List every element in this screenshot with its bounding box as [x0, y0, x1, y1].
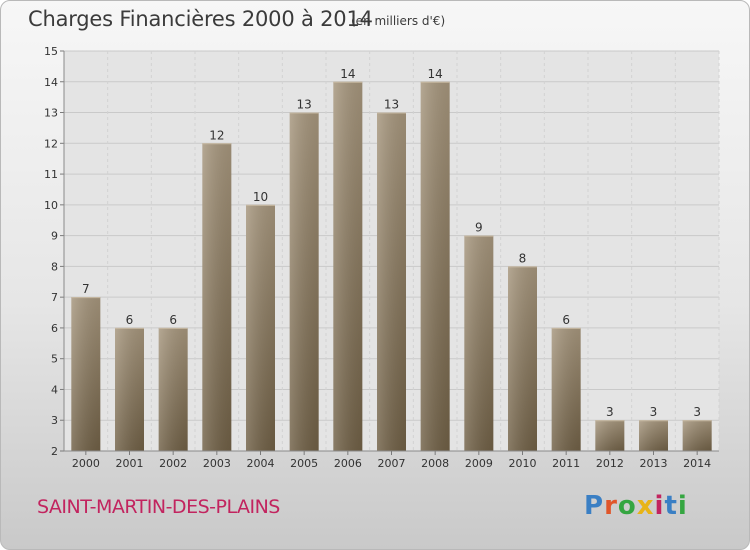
bar-value-label: 14 — [340, 67, 355, 81]
logo-letter: i — [654, 491, 665, 521]
axis-layer: 2 3 4 5 6 7 8 9 10 11 12 13 14 15 2000 2001 2002 2003 2004… — [44, 45, 719, 470]
bar-shade-2002 — [158, 327, 188, 451]
bar-value-label: 14 — [428, 67, 443, 81]
logo-letter: P — [584, 491, 605, 521]
bar-shade-2012 — [595, 420, 625, 451]
chart-subtitle: (en milliers d'€) — [351, 14, 446, 28]
bar-value-label: 13 — [384, 98, 399, 112]
y-tick-label: 14 — [44, 76, 58, 89]
x-tick-label: 2010 — [509, 457, 537, 470]
x-tick-label: 2008 — [421, 457, 449, 470]
x-tick-label: 2002 — [159, 457, 187, 470]
bar-shade-2001 — [115, 327, 144, 451]
x-tick-label: 2003 — [203, 457, 231, 470]
bar-shade-2014 — [682, 420, 712, 451]
bars-layer: 7 6 6 12 10 13 14 13 14 9 8 6 3 3 3 — [71, 67, 712, 452]
bar-shade-2010 — [508, 266, 537, 451]
bar-shade-2003 — [202, 143, 232, 452]
x-tick-label: 2009 — [465, 457, 493, 470]
y-tick-label: 15 — [44, 45, 58, 58]
bar-value-label: 3 — [650, 405, 658, 419]
y-tick-label: 4 — [51, 383, 58, 396]
bar-value-label: 8 — [519, 251, 527, 265]
bar-shade-2004 — [246, 204, 275, 451]
bar-shade-2008 — [420, 81, 450, 452]
bar-value-label: 7 — [82, 282, 90, 296]
bar-value-label: 12 — [209, 128, 224, 142]
logo-letter: t — [664, 491, 678, 521]
y-tick-label: 3 — [51, 414, 58, 427]
bar-shade-2000 — [71, 297, 101, 451]
x-tick-label: 2001 — [116, 457, 144, 470]
y-tick-label: 8 — [51, 260, 58, 273]
bar-value-label: 6 — [169, 313, 177, 327]
bar-shade-2005 — [289, 112, 319, 452]
x-tick-label: 2007 — [378, 457, 406, 470]
x-tick-label: 2004 — [247, 457, 275, 470]
y-tick-label: 2 — [51, 445, 58, 458]
chart-title: Charges Financières 2000 à 2014 — [28, 7, 373, 31]
bar-value-label: 13 — [297, 98, 312, 112]
bar-shade-2013 — [639, 420, 668, 451]
commune-name: SAINT-MARTIN-DES-PLAINS — [37, 496, 280, 518]
bar-value-label: 10 — [253, 190, 268, 204]
x-tick-label: 2012 — [596, 457, 624, 470]
bar-shade-2011 — [551, 327, 581, 451]
bar-value-label: 6 — [126, 313, 134, 327]
bar-shade-2009 — [464, 235, 494, 451]
y-tick-label: 5 — [51, 353, 58, 366]
bar-value-label: 3 — [693, 405, 701, 419]
y-tick-label: 13 — [44, 107, 58, 120]
bar-value-label: 6 — [562, 313, 570, 327]
logo-letter: x — [636, 491, 655, 521]
bar-value-label: 3 — [606, 405, 614, 419]
y-tick-label: 10 — [44, 199, 58, 212]
y-tick-label: 11 — [44, 168, 58, 181]
bar-shade-2006 — [333, 81, 363, 452]
y-tick-label: 12 — [44, 137, 58, 150]
x-tick-label: 2013 — [640, 457, 668, 470]
logo-letter: i — [677, 491, 688, 521]
x-tick-label: 2014 — [683, 457, 711, 470]
x-tick-label: 2006 — [334, 457, 362, 470]
bar-value-label: 9 — [475, 221, 483, 235]
logo-letter: o — [617, 491, 637, 521]
bar-shade-2007 — [377, 112, 406, 452]
y-tick-label: 7 — [51, 291, 58, 304]
x-tick-label: 2005 — [290, 457, 318, 470]
x-tick-label: 2000 — [72, 457, 100, 470]
y-tick-label: 6 — [51, 322, 58, 335]
x-tick-label: 2011 — [552, 457, 580, 470]
y-tick-label: 9 — [51, 230, 58, 243]
proxiti-logo: Proxiti — [584, 491, 688, 521]
logo-letter: r — [604, 491, 618, 521]
